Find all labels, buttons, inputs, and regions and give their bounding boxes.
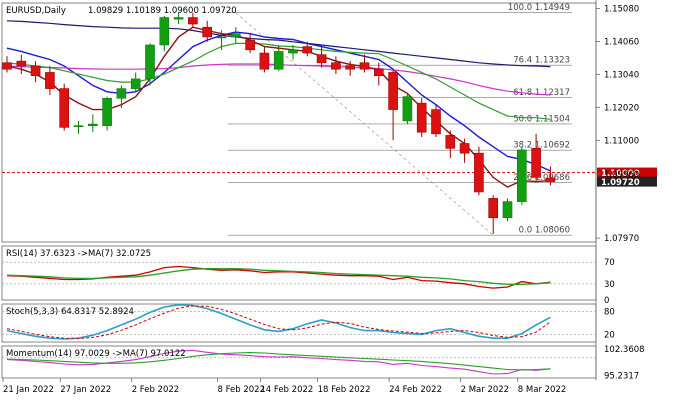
candle-body-16 (231, 33, 241, 38)
chart-title: EURUSD,Daily (6, 6, 66, 16)
stoch-line-0 (6, 303, 551, 340)
level-1.10000-tag (597, 167, 657, 178)
moving-average-1 (6, 20, 551, 68)
candle-body-30 (431, 109, 441, 135)
price-tick-label-4: 1.11000 (604, 136, 639, 146)
fib-label-5: 23.6 1.09686 (513, 173, 570, 183)
fib-label-1: 76.4 1.13323 (513, 56, 570, 66)
x-tick-label-2: 2 Feb 2022 (132, 385, 180, 395)
momentum-line-0 (6, 349, 551, 375)
candle-body-3 (45, 72, 55, 89)
candle-body-32 (459, 143, 470, 154)
candle-body-7 (102, 97, 112, 127)
x-tick-label-7: 2 Mar 2022 (461, 385, 509, 395)
stoch-title: Stoch(5,3,3) 64.8317 52.8924 (6, 307, 134, 317)
momentum-line-1 (6, 352, 551, 371)
x-tick-label-0: 21 Jan 2022 (3, 385, 54, 395)
rsi-tick-0: 70 (604, 258, 615, 268)
candle-body-17 (245, 39, 255, 51)
x-tick-label-5: 18 Feb 2022 (318, 385, 371, 395)
rsi-tick-1: 30 (604, 280, 615, 290)
fib-label-3: 50.0 1.11504 (513, 114, 570, 124)
candle-body-5 (73, 125, 84, 128)
candle-body-26 (373, 68, 384, 76)
rsi-title: RSI(14) 37.6323 ->MA(7) 32.0725 (6, 249, 151, 259)
candle-body-18 (259, 52, 270, 70)
ohlc-header: 1.09829 1.10189 1.09600 1.09720 (88, 6, 237, 16)
candle-body-20 (288, 49, 298, 54)
price-tick-label-3: 1.12020 (604, 103, 639, 113)
price-tick-label-2: 1.13040 (604, 70, 639, 80)
fib-label-2: 61.8 1.12317 (513, 88, 570, 98)
candle-body-8 (116, 88, 127, 99)
candle-body-25 (359, 62, 370, 70)
price-tick-label-0: 1.15080 (604, 4, 639, 14)
stoch-tick-0: 80 (604, 308, 615, 318)
candle-body-28 (402, 96, 413, 122)
fib-label-0: 100.0 1.14949 (508, 3, 570, 13)
candle-body-23 (331, 62, 341, 70)
rsi-line-1 (6, 268, 551, 285)
candle-body-0 (2, 62, 12, 70)
candle-body-24 (345, 65, 356, 70)
candle-body-29 (416, 102, 427, 133)
stoch-line-1 (6, 305, 551, 340)
x-tick-label-4: 14 Feb 2022 (260, 385, 313, 395)
x-tick-label-8: 8 Mar 2022 (518, 385, 566, 395)
candle-body-14 (202, 26, 212, 38)
candle-body-12 (173, 17, 184, 20)
candle-body-37 (531, 148, 541, 178)
candle-body-22 (316, 54, 327, 64)
candle-body-13 (188, 17, 198, 25)
candle-body-11 (159, 17, 170, 46)
x-tick-label-1: 27 Jan 2022 (60, 385, 111, 395)
candle-body-9 (130, 78, 141, 89)
moving-average-0 (6, 31, 551, 172)
momentum-title: Momentum(14) 97.0029 ->MA(7) 97.0122 (6, 349, 186, 359)
candle-body-36 (516, 149, 527, 202)
candle-body-31 (445, 135, 456, 149)
momentum-tick-0: 102.3608 (604, 345, 645, 355)
x-tick-label-3: 8 Feb 2022 (218, 385, 266, 395)
candle-body-21 (302, 46, 313, 54)
momentum-tick-1: 95.2317 (604, 371, 639, 381)
candle-body-6 (88, 123, 98, 127)
price-tick-label-5: 1.09960 (604, 170, 639, 180)
candle-body-15 (216, 36, 227, 39)
candle-body-27 (388, 72, 398, 110)
level-1.10000-label: 1.10000 (601, 169, 640, 179)
current-price-label: 1.09720 (601, 178, 640, 188)
fib-label-6: 0.0 1.08060 (519, 226, 570, 236)
candle-body-2 (30, 65, 41, 76)
price-tick-label-6: 1.07970 (604, 234, 639, 244)
fib-label-4: 38.2 1.10692 (513, 141, 570, 151)
current-price-tag (597, 176, 657, 187)
candle-body-33 (474, 152, 484, 193)
candle-body-19 (273, 51, 284, 70)
price-tick-label-1: 1.14060 (604, 37, 639, 47)
rsi-line-0 (6, 265, 551, 289)
candle-body-1 (16, 60, 27, 67)
stoch-tick-1: 20 (604, 330, 615, 340)
candle-body-34 (488, 198, 499, 219)
x-tick-label-6: 24 Feb 2022 (389, 385, 442, 395)
candle-body-4 (59, 88, 70, 128)
candle-body-10 (145, 44, 155, 80)
candle-body-35 (502, 201, 513, 219)
candle-body-38 (545, 177, 556, 182)
rsi-tick-2: 0 (604, 296, 609, 306)
